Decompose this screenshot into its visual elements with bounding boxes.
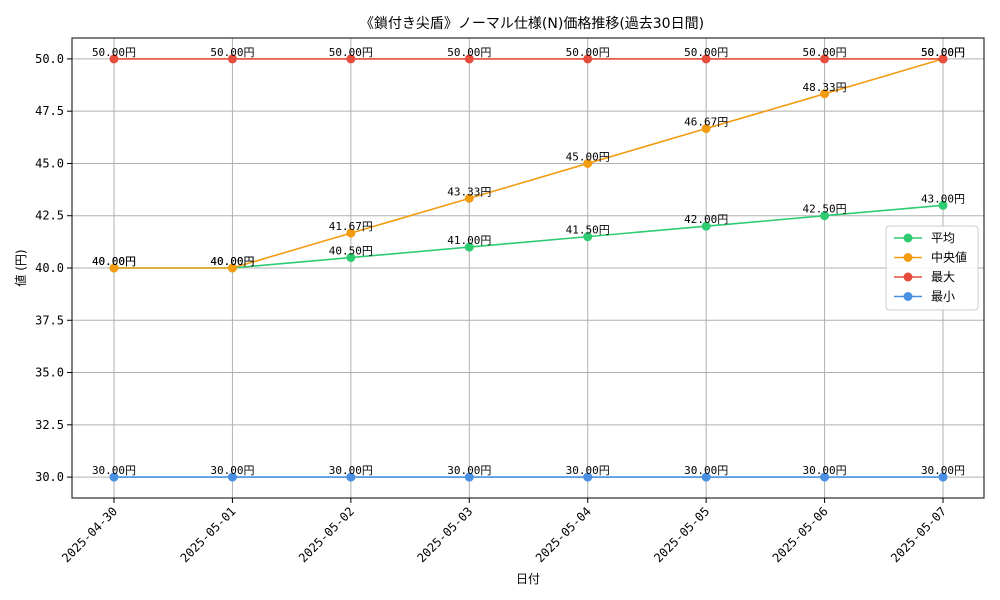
data-label: 42.00円 [684,213,728,226]
data-point [583,232,593,242]
data-label: 30.00円 [329,464,373,477]
data-label: 48.33円 [803,81,847,94]
data-point [464,193,474,203]
y-tick-label: 47.5 [35,104,64,118]
data-label: 30.00円 [684,464,728,477]
data-point [583,158,593,168]
data-label: 43.00円 [921,192,965,205]
data-label: 50.00円 [566,46,610,59]
chart-title: 《鎖付き尖盾》ノーマル仕様(N)価格推移(過去30日間) [360,16,704,32]
data-point [464,472,474,482]
x-axis-label: 日付 [516,572,540,586]
x-tick-label: 2025-05-02 [296,504,357,565]
data-point [583,472,593,482]
data-label: 42.50円 [803,203,847,216]
data-label: 50.00円 [447,46,491,59]
data-point [701,54,711,64]
y-tick-label: 42.5 [35,209,64,223]
axis-layer: 2025-04-30 2025-05-01 2025-05-02 2025-05-03… [35,52,949,565]
data-point [346,253,356,263]
data-point [109,263,119,273]
legend-label: 平均 [931,231,955,245]
series-layer [109,54,948,482]
data-point [701,124,711,134]
data-label: 30.00円 [447,464,491,477]
data-point [346,228,356,238]
y-tick-label: 40.0 [35,261,64,275]
data-point [109,472,119,482]
y-tick-label: 45.0 [35,156,64,170]
data-label: 30.00円 [566,464,610,477]
y-tick-label: 50.0 [35,52,64,66]
legend-label: 最小 [931,290,955,304]
data-point [227,263,237,273]
data-label: 50.00円 [921,46,965,59]
legend-swatch-marker [903,253,913,262]
data-label: 50.00円 [210,46,254,59]
x-tick-label: 2025-05-04 [533,504,594,565]
data-label: 46.67円 [684,116,728,129]
legend-swatch-marker [903,292,913,301]
series-line-0 [114,204,944,269]
data-point [820,472,830,482]
y-tick-label: 30.0 [35,470,64,484]
data-point [938,200,948,210]
data-point [820,54,830,64]
data-point [109,54,119,64]
data-point [701,472,711,482]
data-label: 40.00円 [210,255,254,268]
x-tick-label: 2025-05-06 [770,504,831,565]
data-point [464,242,474,252]
data-label: 41.67円 [329,220,373,233]
x-tick-label: 2025-05-01 [178,504,239,565]
data-point [820,89,830,99]
data-label: 30.00円 [803,464,847,477]
data-label-layer: 40.00円 40.00円 40.50円 41.00円 41.50円 42.00円 42.5… [92,46,965,477]
legend-label: 最大 [931,270,955,284]
data-label: 50.00円 [803,46,847,59]
y-axis-label: 値 (円) [13,249,28,286]
legend-label: 中央値 [931,250,967,265]
series-line-1 [114,58,944,269]
x-tick-label: 2025-05-03 [414,504,475,565]
data-label: 40.50円 [329,245,373,258]
data-label: 43.33円 [447,185,491,198]
data-label: 40.00円 [92,255,136,268]
data-label: 30.00円 [210,464,254,477]
data-label: 30.00円 [921,464,965,477]
data-label: 50.00円 [92,46,136,59]
data-point [464,54,474,64]
data-point [938,54,948,64]
data-label: 40.00円 [210,255,254,268]
data-label: 50.00円 [329,46,373,59]
data-point [227,54,237,64]
legend-swatch-marker [903,272,913,282]
x-tick-label: 2025-05-05 [651,504,712,565]
data-point [820,211,830,221]
data-label: 41.50円 [566,224,610,237]
y-tick-label: 37.5 [35,313,64,327]
data-point [346,472,356,482]
data-label: 50.00円 [921,46,965,59]
data-label: 45.00円 [566,150,610,163]
data-label: 50.00円 [684,46,728,59]
x-tick-label: 2025-04-30 [59,504,120,565]
y-tick-label: 35.0 [35,366,64,380]
y-tick-label: 32.5 [35,418,64,432]
data-label: 41.00円 [447,234,491,247]
data-label: 30.00円 [92,464,136,477]
data-point [938,472,948,482]
x-tick-label: 2025-05-07 [888,504,949,565]
data-point [346,54,356,64]
legend-swatch-marker [903,233,913,243]
legend-frame [885,225,979,311]
data-point [701,221,711,231]
data-label: 40.00円 [92,255,136,268]
data-point [227,472,237,482]
data-point [583,54,593,64]
